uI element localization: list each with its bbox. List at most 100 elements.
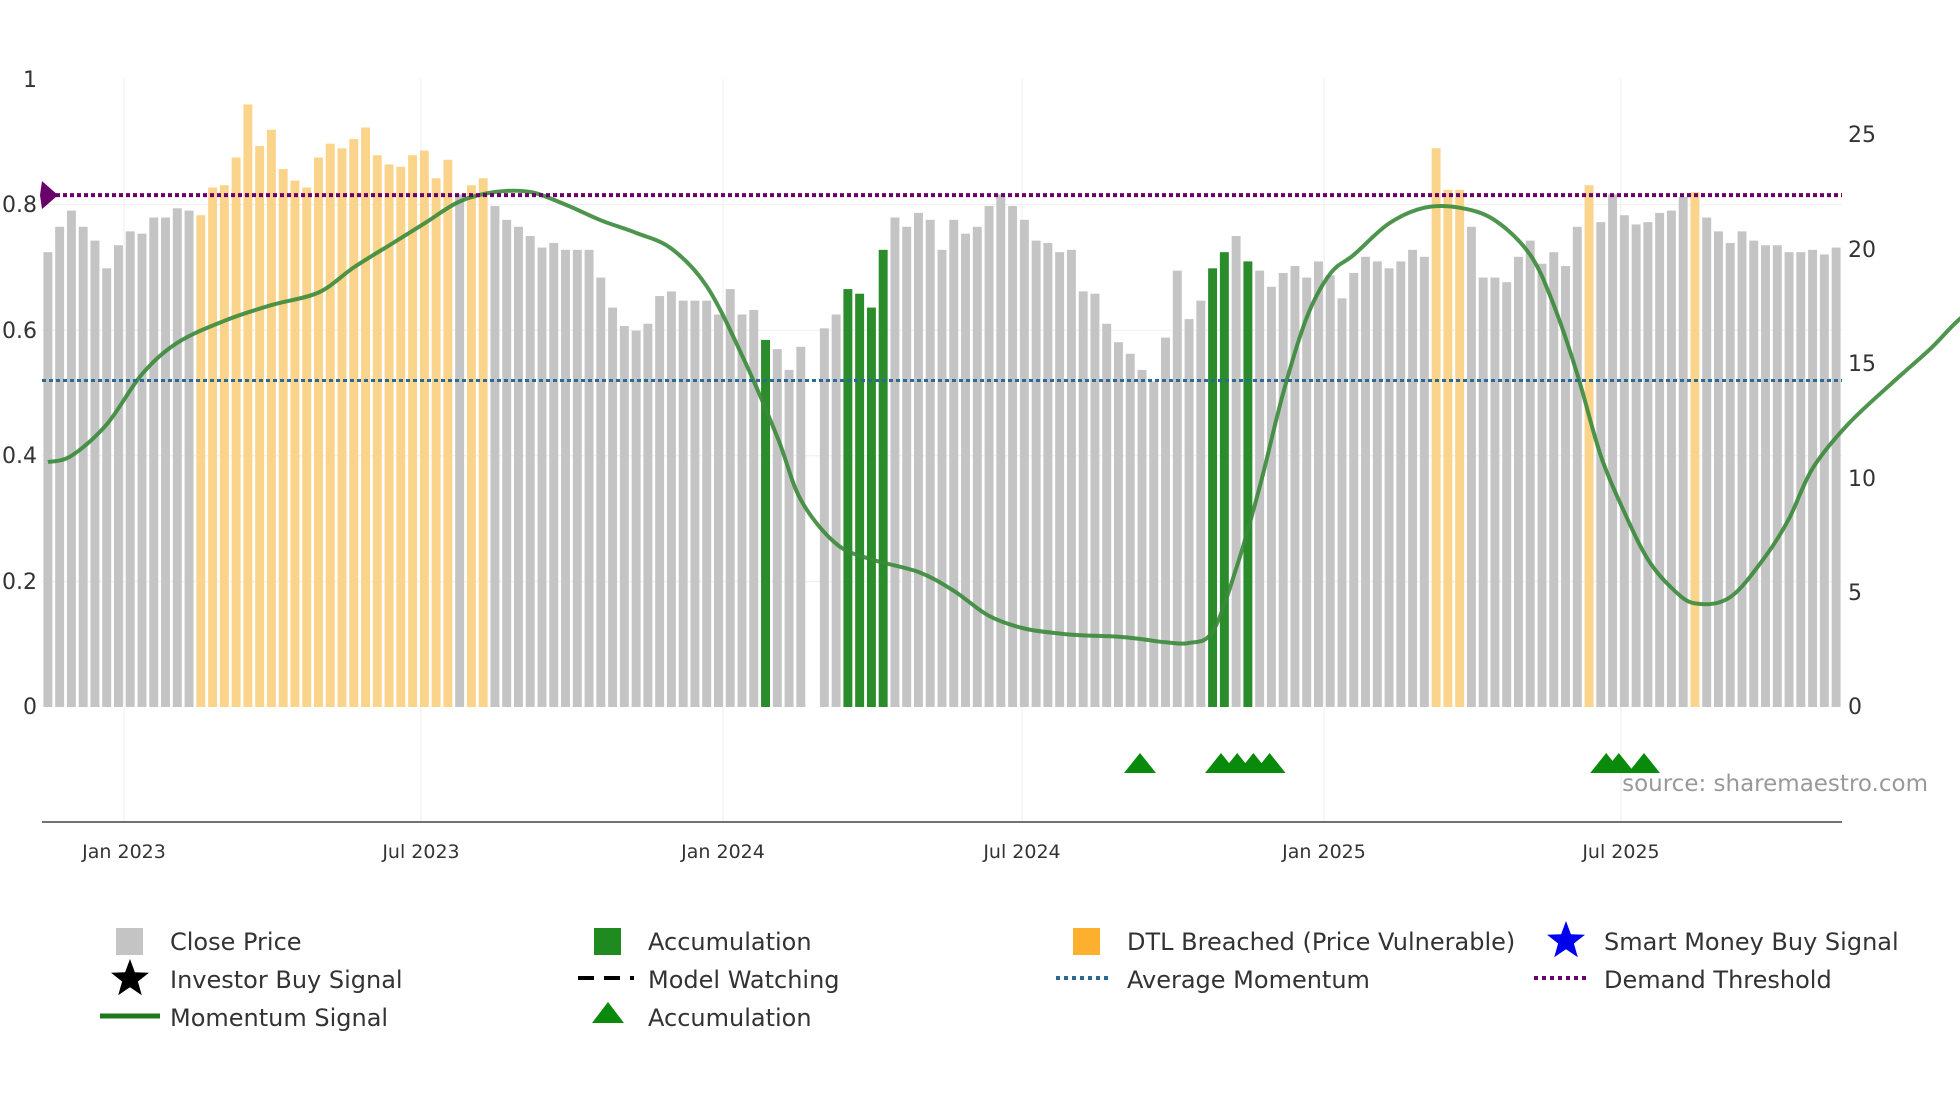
close-price-bar — [1514, 256, 1523, 707]
dtl-breached-bar — [208, 187, 218, 707]
legend-label: Accumulation — [648, 928, 812, 956]
dtl-breached-bar — [361, 127, 370, 708]
close-price-bar — [1361, 256, 1370, 707]
close-price-bar — [1549, 252, 1559, 707]
close-price-bar — [1031, 240, 1041, 707]
close-price-bar — [655, 296, 665, 707]
close-price-bar — [1737, 231, 1747, 707]
dtl-breached-bar — [266, 129, 276, 708]
close-price-bar — [796, 346, 806, 707]
close-price-bar — [831, 314, 841, 707]
close-price-bar — [537, 247, 547, 708]
left-tick-label: 0.4 — [2, 444, 37, 469]
legend-item-accumulation-bar: Accumulation — [594, 928, 812, 956]
legend-label: Close Price — [170, 928, 302, 956]
black-star-icon — [111, 959, 149, 996]
close-price-bar — [102, 268, 112, 707]
close-price-bar — [1325, 275, 1335, 707]
close-price-bar — [1819, 254, 1829, 707]
x-tick-label: Jan 2025 — [1281, 841, 1366, 863]
close-price-bar — [596, 277, 606, 707]
close-price-bar — [1678, 196, 1688, 707]
price-bars — [43, 104, 1841, 708]
legend-label: Model Watching — [648, 966, 840, 994]
close-price-bar — [1302, 277, 1312, 707]
close-price-bar — [1172, 270, 1182, 707]
close-price-bar — [1125, 353, 1135, 707]
dtl-breached-bar — [396, 166, 406, 708]
momentum-signal-line — [47, 188, 1960, 646]
close-price-bar — [1114, 342, 1123, 707]
close-price-bar — [1396, 261, 1406, 707]
right-tick-label: 0 — [1848, 695, 1862, 720]
close-price-bar — [1619, 215, 1629, 707]
x-axis: Jan 2023 Jul 2023 Jan 2024 Jul 2024 Jan … — [81, 841, 1660, 863]
close-price-bar — [1808, 249, 1818, 707]
dtl-breached-bar — [372, 155, 382, 707]
blue-star-icon — [1547, 921, 1585, 958]
close-price-bar — [584, 249, 594, 707]
dtl-breached-bar — [1443, 189, 1453, 707]
left-tick-label: 0.6 — [2, 319, 37, 344]
close-price-bar — [1714, 231, 1723, 707]
right-tick-label: 20 — [1848, 238, 1876, 263]
close-price-bar — [1749, 240, 1759, 707]
demand-threshold-marker — [40, 181, 58, 210]
close-price-bar — [608, 307, 618, 707]
close-price-bar — [549, 242, 559, 707]
dtl-breached-bar — [302, 187, 312, 707]
left-tick-label: 0.8 — [2, 193, 37, 218]
close-price-bar — [1761, 245, 1770, 708]
dtl-breached-bar — [231, 157, 241, 707]
close-price-bar — [1478, 277, 1488, 707]
close-price-bar — [1572, 226, 1582, 707]
left-tick-label: 1 — [23, 68, 37, 93]
accumulation-bar — [866, 307, 876, 707]
close-price-bar — [125, 231, 135, 707]
close-price-bar — [1019, 219, 1029, 707]
close-price-bar — [749, 309, 759, 707]
close-price-bar — [1137, 369, 1147, 707]
close-price-bar — [161, 217, 170, 707]
close-price-bar — [702, 300, 712, 707]
close-price-bar — [78, 226, 88, 707]
close-price-bar — [561, 249, 570, 707]
accumulation-bar — [1208, 268, 1218, 707]
right-tick-label: 10 — [1848, 467, 1876, 492]
close-price-bar — [1278, 272, 1288, 707]
close-price-bar — [1631, 224, 1641, 707]
legend-item-accumulation-marker: Accumulation — [592, 1002, 812, 1032]
close-price-bar — [890, 217, 900, 707]
dtl-breached-bar — [478, 178, 488, 707]
close-price-bar — [1596, 222, 1606, 707]
dtl-breached-bar — [196, 215, 206, 707]
dtl-breached-bar — [255, 145, 265, 707]
close-price-bar — [1008, 205, 1018, 708]
close-price-bar — [455, 194, 465, 707]
close-price-bar — [1066, 249, 1076, 707]
accumulation-marker-icon — [1628, 753, 1660, 773]
dtl-breached-bar — [408, 155, 418, 707]
dtl-breached-bar — [1431, 148, 1441, 707]
dtl-breached-bar — [419, 150, 429, 707]
accumulation-bar — [855, 293, 865, 707]
close-price-bar — [1290, 266, 1300, 707]
close-price-bar — [984, 205, 994, 708]
close-price-bar — [1043, 242, 1053, 707]
close-price-bar — [961, 233, 970, 707]
close-price-bar — [149, 217, 159, 707]
close-price-bar — [1702, 217, 1712, 707]
dtl-breached-bar — [349, 139, 359, 707]
x-tick-label: Jul 2025 — [1581, 841, 1659, 863]
legend-item-close-price: Close Price — [116, 928, 302, 956]
close-price-bar — [678, 300, 688, 707]
close-price-bar — [1196, 300, 1206, 707]
legend-label: Average Momentum — [1127, 966, 1370, 994]
dtl-breached-bar — [1584, 185, 1594, 707]
legend-item-average-momentum: Average Momentum — [1056, 966, 1370, 994]
close-price-bar — [66, 210, 76, 707]
dtl-breached-bar — [325, 143, 335, 707]
legend-item-smart-money: Smart Money Buy Signal — [1547, 921, 1899, 958]
close-price-bar — [914, 212, 923, 707]
momentum-signal-path — [47, 188, 1960, 646]
